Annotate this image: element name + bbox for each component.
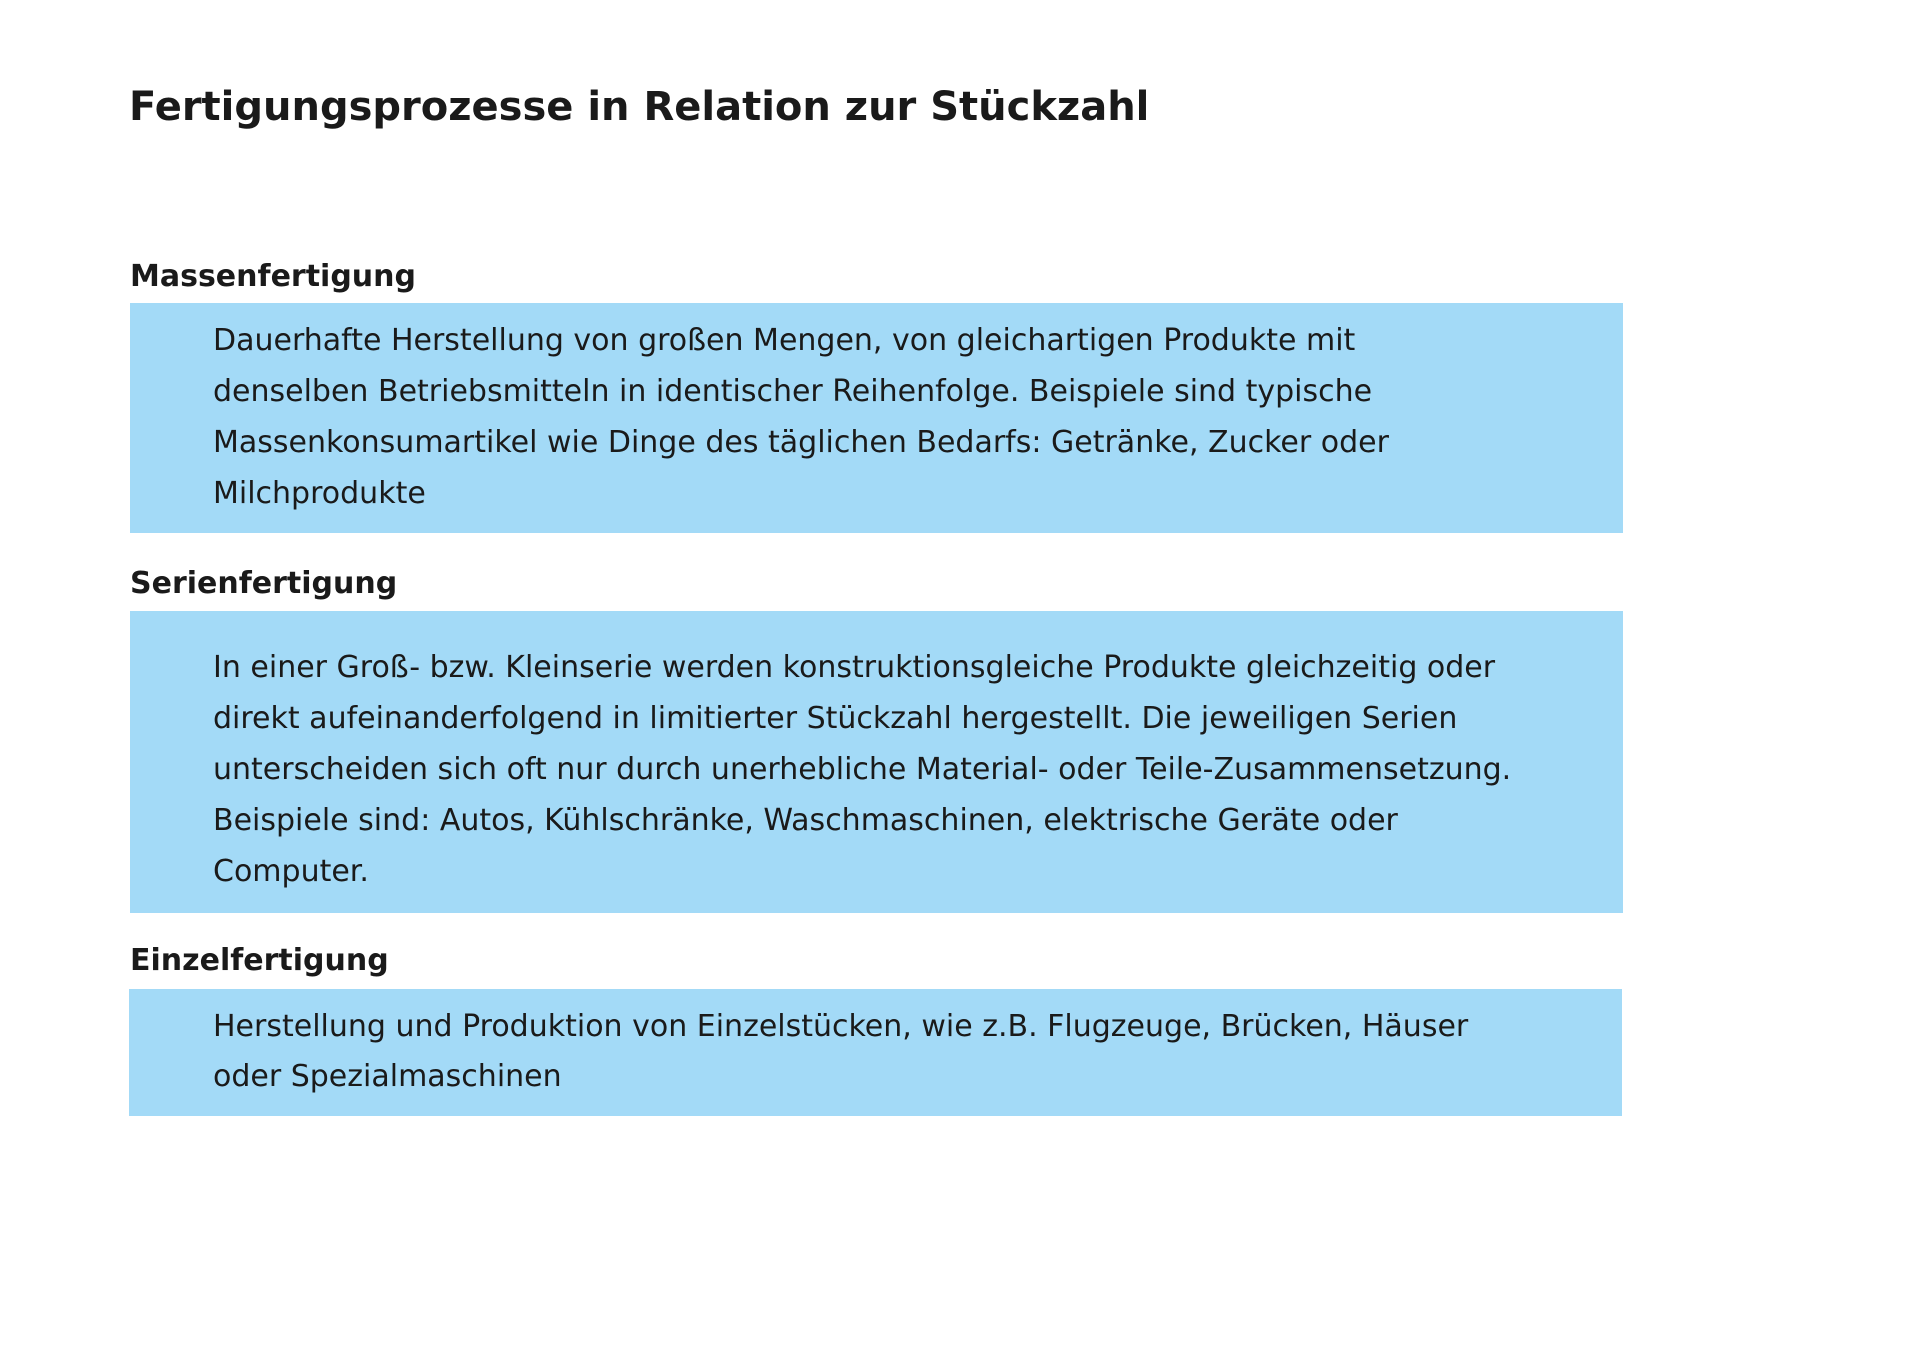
text-line: oder Spezialmaschinen — [213, 1059, 562, 1094]
section-box-serienfertigung: In einer Groß- bzw. Kleinserie werden ko… — [130, 611, 1623, 913]
text-line: denselben Betriebsmitteln in identischer… — [213, 374, 1373, 409]
text-line: direkt aufeinanderfolgend in limitierter… — [213, 701, 1458, 736]
text-line: Herstellung und Produktion von Einzelstü… — [213, 1009, 1469, 1044]
text-line: unterscheiden sich oft nur durch unerheb… — [213, 752, 1512, 787]
text-line: Computer. — [213, 854, 369, 889]
text-line: Beispiele sind: Autos, Kühlschränke, Was… — [213, 803, 1398, 838]
section-heading-einzelfertigung: Einzelfertigung — [130, 943, 389, 978]
text-line: Massenkonsumartikel wie Dinge des täglic… — [213, 425, 1389, 460]
page-title: Fertigungsprozesse in Relation zur Stück… — [129, 84, 1150, 130]
section-box-massenfertigung: Dauerhafte Herstellung von großen Mengen… — [130, 303, 1623, 533]
section-heading-massenfertigung: Massenfertigung — [130, 259, 416, 294]
section-heading-serienfertigung: Serienfertigung — [130, 566, 398, 601]
section-box-einzelfertigung: Herstellung und Produktion von Einzelstü… — [129, 989, 1622, 1116]
text-line: In einer Groß- bzw. Kleinserie werden ko… — [213, 650, 1496, 685]
text-line: Milchprodukte — [213, 476, 426, 511]
text-line: Dauerhafte Herstellung von großen Mengen… — [213, 323, 1356, 358]
